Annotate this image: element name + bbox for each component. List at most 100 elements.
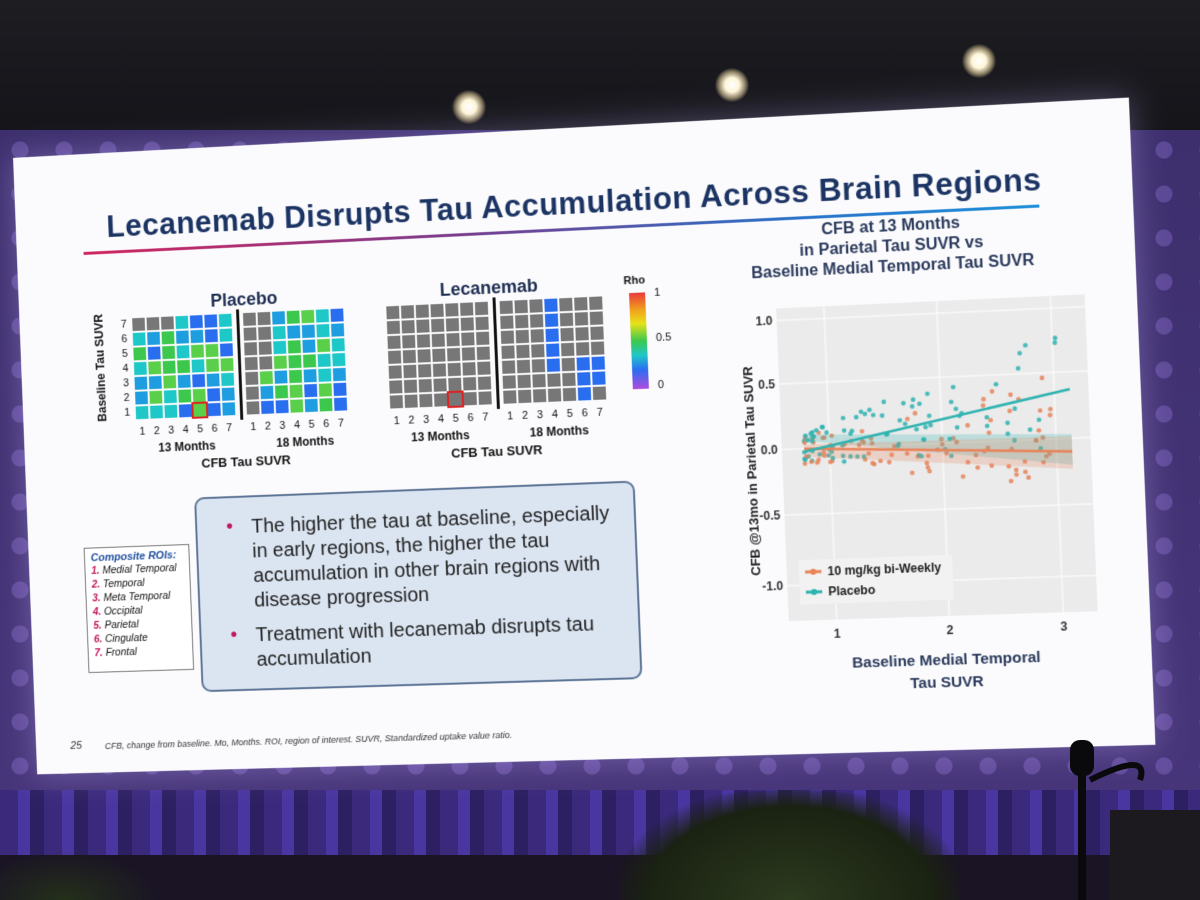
x-tick: 1	[393, 415, 400, 428]
page-number: 25	[70, 739, 83, 752]
heatmap-cell	[288, 354, 302, 369]
heatmap-cell	[244, 342, 258, 356]
y-tick: 4	[122, 362, 129, 375]
heatmap-cell	[501, 360, 516, 374]
composite-roi-legend: Composite ROIs: 1. Medial Temporal 2. Tem…	[83, 543, 195, 674]
scatter-x-tick: 1	[833, 626, 841, 641]
heatmap-cell	[302, 354, 317, 368]
bullet-text: The higher the tau at baseline, especial…	[250, 502, 610, 612]
heatmap-cell	[386, 320, 401, 335]
heatmap-cell	[178, 389, 192, 403]
heatmap-cell	[530, 329, 544, 343]
heatmap-cell	[258, 341, 272, 355]
scatter-y-tick: 1.0	[755, 314, 773, 329]
heatmap-cell	[560, 342, 575, 357]
heatmap-cell	[474, 301, 489, 316]
roi-number: 6.	[93, 633, 106, 646]
heatmap-cell	[218, 313, 232, 328]
heatmap-cell	[135, 391, 148, 405]
heatmap-cell	[219, 328, 233, 342]
heatmap-cell	[546, 358, 561, 372]
heatmap-cell	[415, 304, 429, 318]
heatmap-cell	[591, 356, 606, 370]
heatmap-cell	[403, 379, 418, 394]
heatmap-cell	[133, 347, 147, 361]
key-findings-callout: • The higher the tau at baseline, especia…	[194, 480, 643, 693]
y-tick: 2	[123, 392, 130, 405]
heatmap-cell	[220, 357, 234, 372]
scatter-x-ticks: 1 2 3	[833, 619, 1068, 641]
x-tick: 5	[308, 418, 315, 431]
heatmap-cell	[589, 296, 603, 310]
heatmap-cell	[546, 343, 560, 357]
heatmap-cell	[590, 326, 604, 340]
heatmap-cell	[301, 309, 315, 324]
heatmap-cell	[402, 334, 416, 349]
heatmap-cell	[243, 327, 257, 341]
x-tick: 3	[279, 419, 286, 432]
heatmap-cell	[389, 380, 403, 394]
heatmap-cell	[461, 332, 475, 346]
plot-panel	[776, 294, 1098, 622]
bullet-item: • Treatment with lecanemab disrupts tau a…	[230, 613, 595, 671]
scatter-x-axis-label-line2: Tau SUVR	[910, 674, 985, 693]
heatmap-cell	[273, 340, 287, 355]
heatmap-cell	[562, 387, 577, 402]
placebo-13mo-grid	[132, 313, 236, 420]
roi-name: Temporal	[102, 577, 145, 591]
heatmap-cell	[304, 383, 318, 398]
x-tick: 5	[566, 407, 574, 421]
stage-light	[962, 44, 996, 78]
heatmap-cell	[416, 334, 431, 348]
heatmap-cell	[404, 394, 418, 408]
x-tick: 7	[596, 406, 604, 419]
heatmap-cell	[418, 364, 432, 378]
heatmap-cell	[476, 331, 490, 346]
heatmap-cell	[574, 297, 588, 311]
microphone-icon	[1070, 740, 1094, 776]
heatmap-cell	[275, 399, 289, 414]
heatmap-cell	[330, 308, 344, 322]
heatmap-cell	[592, 371, 606, 385]
x-tick: 5	[452, 412, 460, 425]
y-tick: 7	[120, 318, 127, 331]
heatmap-cell	[331, 338, 345, 352]
placebo-18mo-grid	[242, 308, 348, 415]
heatmap-cell	[419, 393, 433, 408]
heatmap-cell	[575, 342, 590, 356]
heatmap-cell	[417, 349, 431, 363]
heatmap-cell	[432, 363, 447, 377]
colorbar-tick-1: 1	[653, 286, 661, 299]
heatmap-cell	[207, 402, 221, 417]
lecanemab-x-axis-label: CFB Tau SUVR	[450, 442, 543, 461]
placebo-title: Placebo	[210, 287, 278, 311]
heatmap-cell	[515, 314, 529, 329]
heatmap-cell	[516, 359, 531, 374]
heatmap-cell	[529, 299, 543, 313]
heatmap-cell	[476, 346, 491, 361]
heatmap-cell	[192, 388, 206, 403]
heatmap-cell	[517, 374, 531, 389]
legend-label-placebo: Placebo	[828, 583, 876, 599]
heatmap-cell	[387, 335, 401, 350]
heatmap-cell	[500, 330, 515, 344]
heatmap-cell	[575, 327, 589, 341]
heatmap-cell	[175, 315, 189, 330]
heatmap-cell	[245, 386, 259, 400]
heatmap-cell	[500, 315, 514, 330]
heatmap-cell	[462, 362, 476, 376]
heatmap-cell	[207, 388, 221, 402]
heatmap-cell	[445, 318, 460, 332]
roi-number: 2.	[91, 578, 104, 591]
lecanemab-13mo-label: 13 Months	[410, 428, 470, 445]
x-tick: 6	[211, 422, 218, 435]
heatmap-cell	[589, 311, 604, 325]
heatmap-cell	[460, 302, 474, 316]
heatmap-cell	[499, 300, 513, 315]
x-tick: 1	[506, 410, 514, 423]
heatmap-cell	[161, 331, 175, 345]
heatmap-cell	[272, 325, 286, 340]
x-tick: 6	[581, 407, 589, 420]
colorbar-title: Rho	[623, 274, 646, 288]
heatmap-cell	[333, 382, 347, 397]
